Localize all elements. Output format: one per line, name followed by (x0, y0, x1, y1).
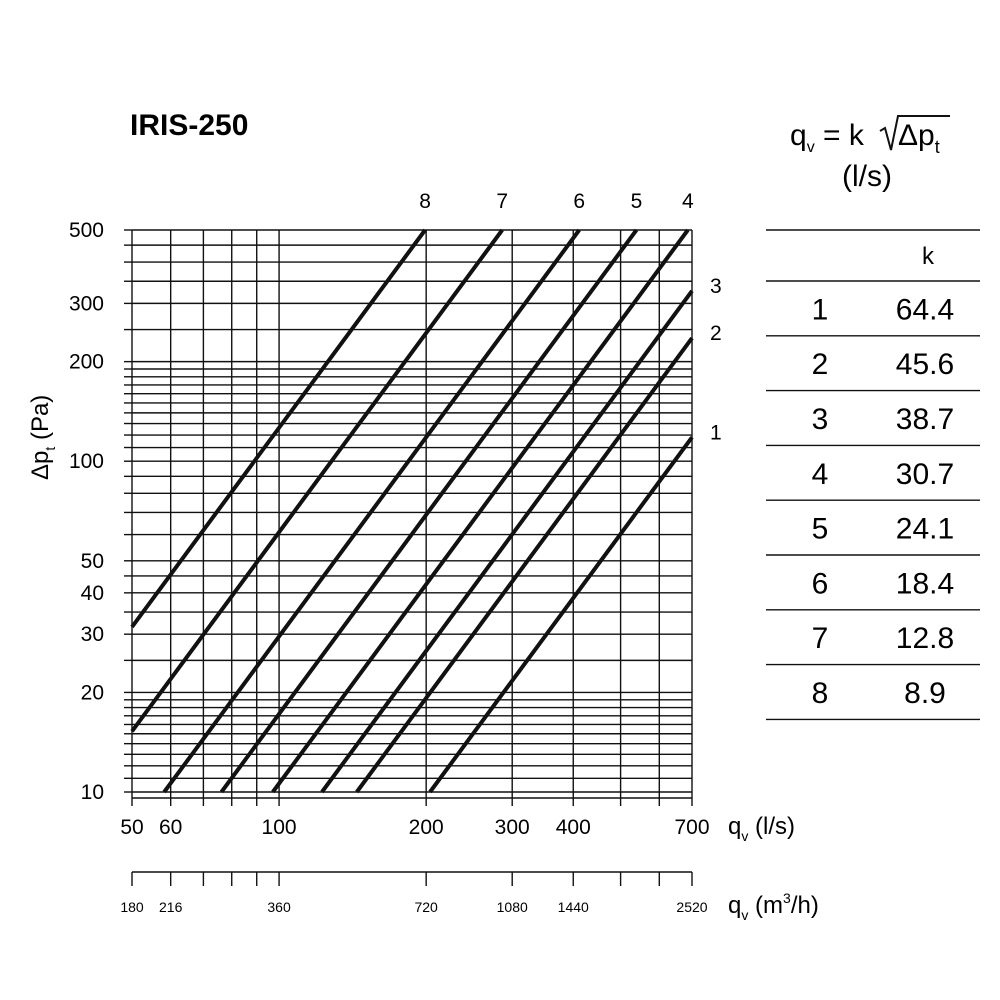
series-label-8: 8 (419, 190, 431, 213)
x-tick-label: 400 (556, 816, 591, 839)
series-line-4 (271, 228, 690, 794)
series-label-5: 5 (631, 190, 643, 213)
flow-formula: qv = k Δpt (l/s) (790, 115, 950, 193)
grid (124, 229, 693, 886)
y-axis-label: Δpt (Pa) (27, 395, 58, 480)
series-line-1 (428, 436, 694, 794)
x2-tick-label: 216 (159, 899, 183, 915)
x-tick-label: 700 (674, 816, 709, 839)
k-table-value: 24.1 (896, 513, 954, 546)
k-table: k 1 64.4 2 45.6 3 38.7 4 30.7 5 24.1 6 18.4 7 12.8 8 8.… (766, 229, 980, 721)
x2-tick-label: 720 (414, 899, 438, 915)
series-line-2 (355, 336, 694, 794)
y-tick-label: 30 (81, 623, 104, 646)
series-lines: 1 2 3 4 5 6 7 8 (130, 190, 722, 794)
k-table-value: 45.6 (896, 348, 954, 381)
series-label-3: 3 (710, 275, 722, 298)
series-line-5 (219, 228, 639, 794)
y-tick-label: 50 (81, 550, 104, 573)
k-table-value: 18.4 (896, 567, 954, 600)
y-tick-label: 40 (81, 582, 104, 605)
x2-axis-label: qv (m3/h) (728, 890, 819, 923)
formula-radicand: Δpt (898, 119, 940, 157)
k-table-header: k (922, 243, 935, 270)
chart-title: IRIS-250 (130, 109, 248, 142)
k-table-id: 6 (812, 567, 829, 600)
series-label-7: 7 (496, 190, 508, 213)
x2-tick-label: 180 (120, 899, 144, 915)
k-table-id: 2 (812, 348, 829, 381)
series-line-7 (130, 228, 504, 733)
k-table-id: 4 (812, 458, 829, 491)
y-tick-label: 200 (69, 351, 104, 374)
k-table-id: 3 (812, 403, 829, 436)
axis-tick-labels: 10 20 30 40 50 100 200 300 500 50 60 100 200 300 400 70… (69, 219, 710, 915)
series-label-4: 4 (682, 190, 694, 213)
k-table-id: 8 (812, 677, 829, 710)
series-label-1: 1 (710, 421, 722, 444)
k-table-id: 5 (812, 513, 829, 546)
series-label-6: 6 (573, 190, 585, 213)
x2-tick-label: 1080 (497, 899, 528, 915)
sqrt-sign (879, 115, 950, 151)
y-tick-label: 10 (81, 781, 104, 804)
x-tick-label: 300 (495, 816, 530, 839)
x-tick-label: 200 (409, 816, 444, 839)
x-tick-label: 60 (159, 816, 182, 839)
k-table-value: 12.8 (896, 622, 954, 655)
x2-tick-label: 1440 (558, 899, 589, 915)
y-tick-label: 500 (69, 219, 104, 242)
x-tick-label: 50 (120, 816, 143, 839)
k-table-value: 8.9 (904, 677, 946, 710)
k-table-id: 7 (812, 622, 829, 655)
k-table-id: 1 (812, 293, 829, 326)
k-table-value: 64.4 (896, 293, 954, 326)
series-line-6 (162, 228, 581, 794)
formula-unit: (l/s) (842, 160, 892, 193)
k-table-value: 30.7 (896, 458, 954, 491)
x2-tick-label: 360 (267, 899, 291, 915)
y-tick-label: 100 (69, 450, 104, 473)
series-line-8 (130, 228, 427, 629)
y-tick-label: 300 (69, 292, 104, 315)
k-table-value: 38.7 (896, 403, 954, 436)
series-label-2: 2 (710, 322, 722, 345)
x-tick-label: 100 (262, 816, 297, 839)
y-tick-label: 20 (81, 681, 104, 704)
formula-text: qv = k (790, 119, 865, 156)
x-axis-label: qv (l/s) (728, 813, 795, 844)
series-line-3 (320, 289, 694, 794)
x2-tick-label: 2520 (676, 899, 707, 915)
